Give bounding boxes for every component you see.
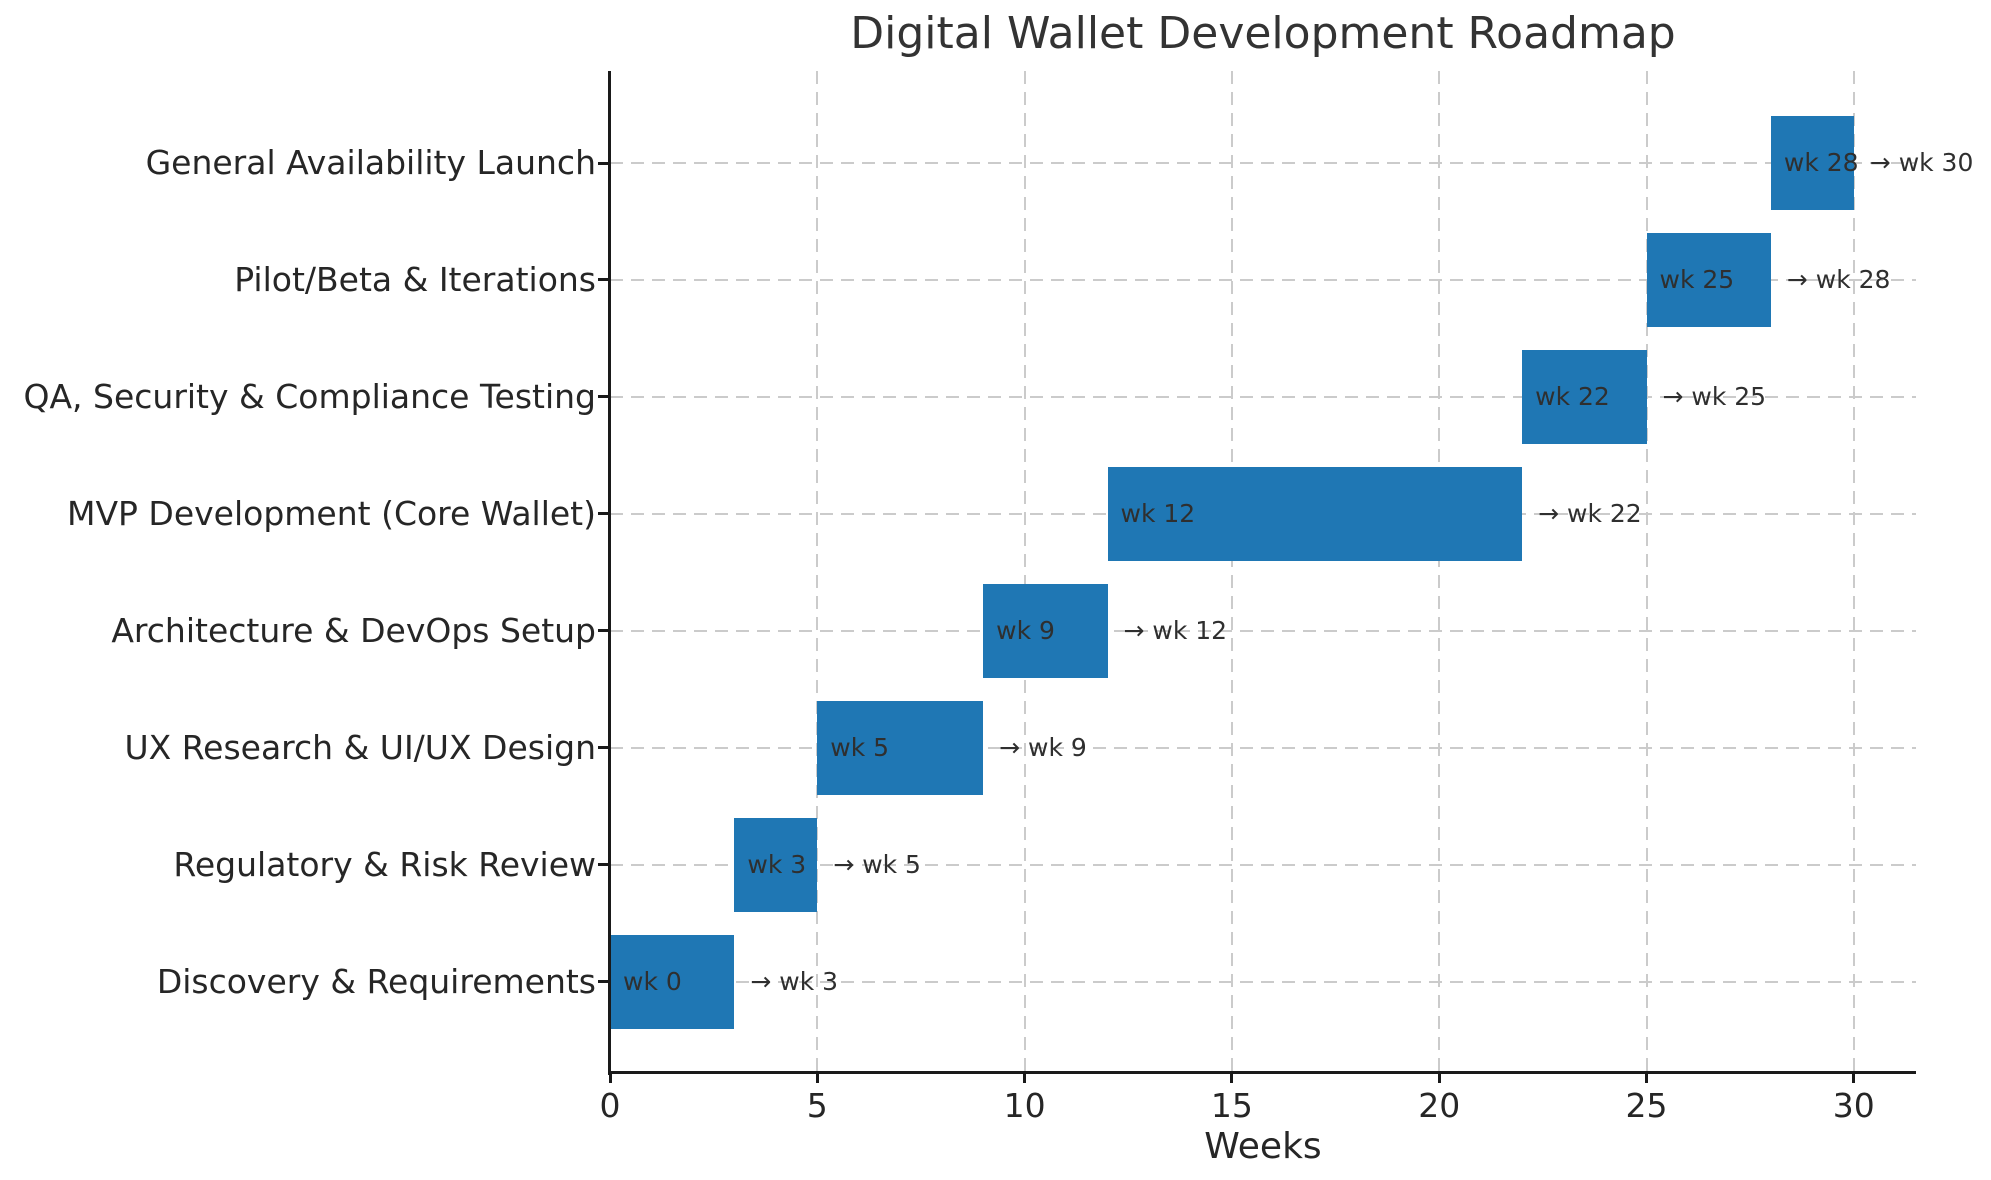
- x-tick-label: 5: [806, 1086, 828, 1125]
- bar-end-week-label: → wk 9: [999, 732, 1087, 762]
- vertical-gridline: [1023, 71, 1026, 1072]
- task-bar: [1107, 466, 1523, 561]
- x-tick-mark: [1023, 1072, 1027, 1083]
- task-bar: [734, 817, 818, 912]
- task-bar: [610, 934, 735, 1029]
- x-tick-mark: [1230, 1072, 1234, 1083]
- x-axis-label: Weeks: [1204, 1126, 1322, 1167]
- bar-end-week-label: → wk 3: [750, 966, 839, 996]
- x-tick-label: 25: [1625, 1086, 1668, 1125]
- x-tick-label: 10: [1003, 1086, 1046, 1125]
- bar-end-week-label: → wk 22: [1538, 498, 1642, 528]
- y-axis-spine: [607, 71, 611, 1075]
- x-axis-spine: [607, 1070, 1916, 1074]
- x-tick-label: 15: [1210, 1086, 1253, 1125]
- task-label: QA, Security & Compliance Testing: [23, 376, 596, 416]
- task-label: Discovery & Requirements: [156, 961, 596, 1001]
- horizontal-gridline: [610, 395, 1916, 398]
- horizontal-gridline: [610, 980, 1916, 983]
- horizontal-gridline: [610, 278, 1916, 281]
- task-label: General Availability Launch: [145, 143, 596, 182]
- y-tick-mark: [598, 746, 610, 750]
- bar-start-week-label: wk 0: [623, 966, 682, 996]
- y-tick-mark: [598, 980, 610, 983]
- bar-start-week-label: wk 5: [830, 732, 890, 762]
- vertical-gridline: [816, 71, 819, 1072]
- task-label: Regulatory & Risk Review: [173, 844, 596, 884]
- horizontal-gridline: [610, 863, 1916, 866]
- x-tick-mark: [1437, 1072, 1441, 1083]
- x-tick-mark: [815, 1072, 819, 1083]
- task-bar: [1646, 232, 1771, 327]
- vertical-gridline: [1438, 71, 1441, 1072]
- horizontal-gridline: [610, 629, 1916, 632]
- x-tick-label: 20: [1418, 1086, 1461, 1125]
- bar-start-week-label: wk 12: [1120, 498, 1196, 528]
- task-label: UX Research & UI/UX Design: [124, 727, 596, 767]
- x-tick-mark: [1852, 1072, 1856, 1083]
- y-tick-mark: [598, 629, 610, 633]
- bar-start-week-label: wk 22: [1535, 381, 1610, 411]
- bar-end-week-label: → wk 25: [1662, 381, 1767, 411]
- task-label: MVP Development (Core Wallet): [66, 493, 596, 533]
- bar-end-week-label: → wk 28: [1786, 264, 1891, 294]
- bar-start-week-label: wk 25: [1659, 264, 1735, 294]
- bar-start-week-label: wk 3: [747, 849, 807, 879]
- bar-start-week-label: wk 28: [1783, 148, 1859, 177]
- vertical-gridline: [1645, 71, 1648, 1072]
- y-tick-mark: [598, 161, 610, 165]
- y-tick-mark: [598, 863, 610, 867]
- task-bar: [1522, 349, 1647, 444]
- task-label: Pilot/Beta & Iterations: [234, 259, 596, 299]
- bar-end-week-label: → wk 30: [1869, 148, 1974, 177]
- horizontal-gridline: [610, 162, 1916, 164]
- y-tick-mark: [598, 395, 610, 399]
- task-bar: [1770, 116, 1854, 210]
- x-tick-label: 0: [599, 1086, 621, 1125]
- x-tick-mark: [608, 1072, 612, 1083]
- y-tick-mark: [598, 278, 610, 282]
- bar-end-week-label: → wk 5: [833, 849, 921, 879]
- y-tick-mark: [598, 512, 610, 516]
- vertical-gridline: [1230, 71, 1233, 1072]
- vertical-gridline: [1852, 71, 1855, 1072]
- chart-title: Digital Wallet Development Roadmap: [850, 8, 1676, 59]
- task-label: Architecture & DevOps Setup: [111, 610, 596, 650]
- task-bar: [817, 700, 984, 795]
- task-bar: [983, 583, 1108, 678]
- x-tick-mark: [1645, 1072, 1648, 1083]
- x-tick-label: 30: [1832, 1086, 1875, 1125]
- bar-start-week-label: wk 9: [996, 615, 1055, 645]
- bar-end-week-label: → wk 12: [1123, 615, 1228, 645]
- horizontal-gridline: [610, 746, 1916, 749]
